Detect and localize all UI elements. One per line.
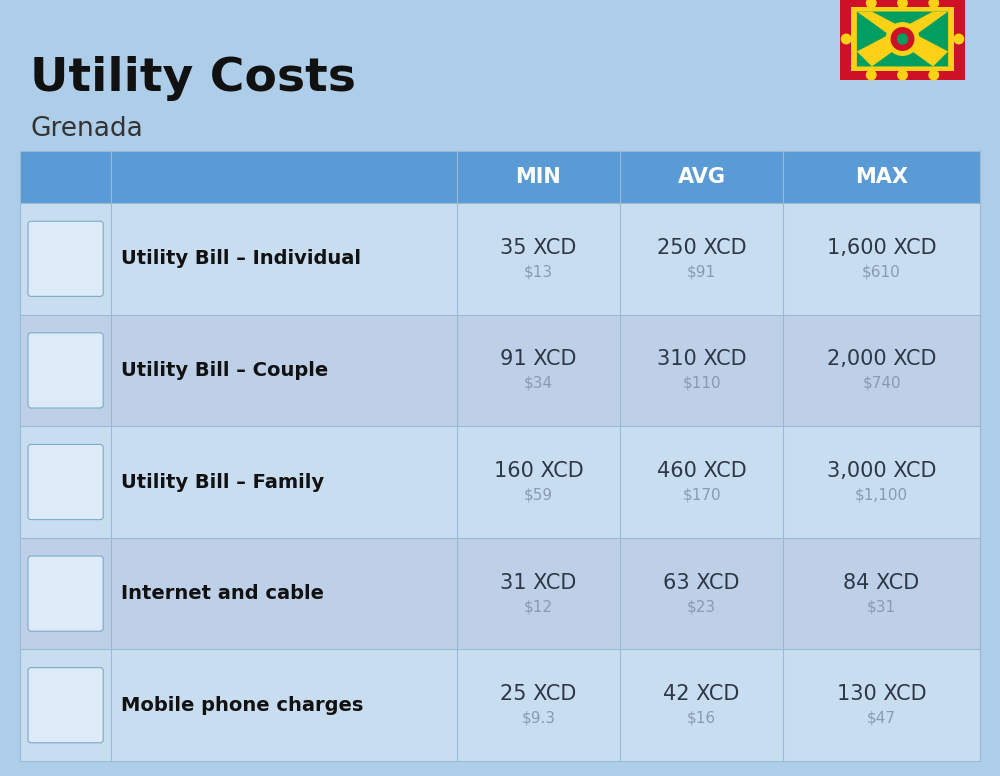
Text: Utility Bill – Individual: Utility Bill – Individual: [121, 249, 361, 268]
Text: MAX: MAX: [855, 167, 908, 187]
Polygon shape: [857, 12, 948, 39]
Text: 2,000 XCD: 2,000 XCD: [827, 349, 936, 369]
Text: MIN: MIN: [516, 167, 561, 187]
Bar: [840, 0, 965, 80]
Text: 1,600 XCD: 1,600 XCD: [827, 237, 936, 258]
Text: Utility Bill – Family: Utility Bill – Family: [121, 473, 324, 491]
Circle shape: [866, 71, 876, 80]
Text: 91 XCD: 91 XCD: [500, 349, 577, 369]
Polygon shape: [857, 39, 948, 67]
Polygon shape: [902, 12, 948, 67]
Text: Mobile phone charges: Mobile phone charges: [121, 696, 364, 715]
Text: $610: $610: [862, 265, 901, 279]
Text: Utility Bill – Couple: Utility Bill – Couple: [121, 361, 328, 380]
Bar: [20, 650, 980, 761]
Text: 250 XCD: 250 XCD: [657, 237, 746, 258]
Text: $1,100: $1,100: [855, 487, 908, 503]
Bar: [20, 538, 980, 650]
Circle shape: [886, 23, 919, 55]
Circle shape: [929, 0, 938, 8]
Circle shape: [929, 71, 938, 80]
Polygon shape: [857, 12, 948, 67]
Circle shape: [891, 28, 914, 50]
Text: $110: $110: [682, 376, 721, 391]
Text: $16: $16: [687, 711, 716, 726]
Bar: [851, 7, 954, 71]
Text: 63 XCD: 63 XCD: [663, 573, 740, 593]
Text: $23: $23: [687, 599, 716, 614]
Bar: [20, 426, 980, 538]
Text: 160 XCD: 160 XCD: [494, 461, 583, 481]
Circle shape: [898, 0, 907, 8]
Text: 31 XCD: 31 XCD: [500, 573, 577, 593]
FancyBboxPatch shape: [28, 445, 103, 520]
Text: 3,000 XCD: 3,000 XCD: [827, 461, 936, 481]
Bar: [20, 203, 980, 314]
Text: Utility Costs: Utility Costs: [30, 56, 356, 101]
Polygon shape: [857, 12, 902, 67]
FancyBboxPatch shape: [28, 221, 103, 296]
Text: $91: $91: [687, 265, 716, 279]
Circle shape: [898, 71, 907, 80]
Text: $34: $34: [524, 376, 553, 391]
Bar: [20, 314, 980, 426]
Polygon shape: [857, 12, 948, 67]
Bar: [857, 12, 948, 67]
Circle shape: [866, 0, 876, 8]
Text: $31: $31: [867, 599, 896, 614]
FancyBboxPatch shape: [28, 556, 103, 631]
Text: 42 XCD: 42 XCD: [663, 684, 740, 704]
Text: $170: $170: [682, 487, 721, 503]
Text: 25 XCD: 25 XCD: [500, 684, 577, 704]
Bar: [20, 151, 980, 203]
Circle shape: [954, 34, 964, 43]
Text: Internet and cable: Internet and cable: [121, 584, 324, 603]
Text: Grenada: Grenada: [30, 116, 143, 142]
Circle shape: [898, 34, 908, 44]
Text: $59: $59: [524, 487, 553, 503]
Text: $740: $740: [862, 376, 901, 391]
Text: $47: $47: [867, 711, 896, 726]
Circle shape: [841, 34, 851, 43]
Text: $9.3: $9.3: [521, 711, 555, 726]
Text: AVG: AVG: [678, 167, 726, 187]
FancyBboxPatch shape: [28, 333, 103, 408]
Text: $13: $13: [524, 265, 553, 279]
Text: 130 XCD: 130 XCD: [837, 684, 926, 704]
Text: 84 XCD: 84 XCD: [843, 573, 920, 593]
Text: 310 XCD: 310 XCD: [657, 349, 746, 369]
Text: $12: $12: [524, 599, 553, 614]
Text: 35 XCD: 35 XCD: [500, 237, 577, 258]
Text: 460 XCD: 460 XCD: [657, 461, 746, 481]
FancyBboxPatch shape: [28, 667, 103, 743]
